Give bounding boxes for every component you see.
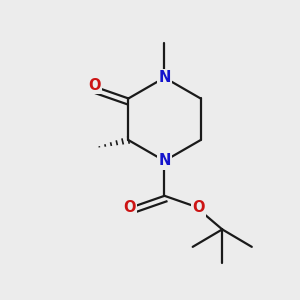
Text: N: N (158, 70, 171, 85)
Text: N: N (158, 153, 171, 168)
Text: O: O (192, 200, 205, 215)
Text: O: O (88, 78, 101, 93)
Text: O: O (123, 200, 136, 215)
